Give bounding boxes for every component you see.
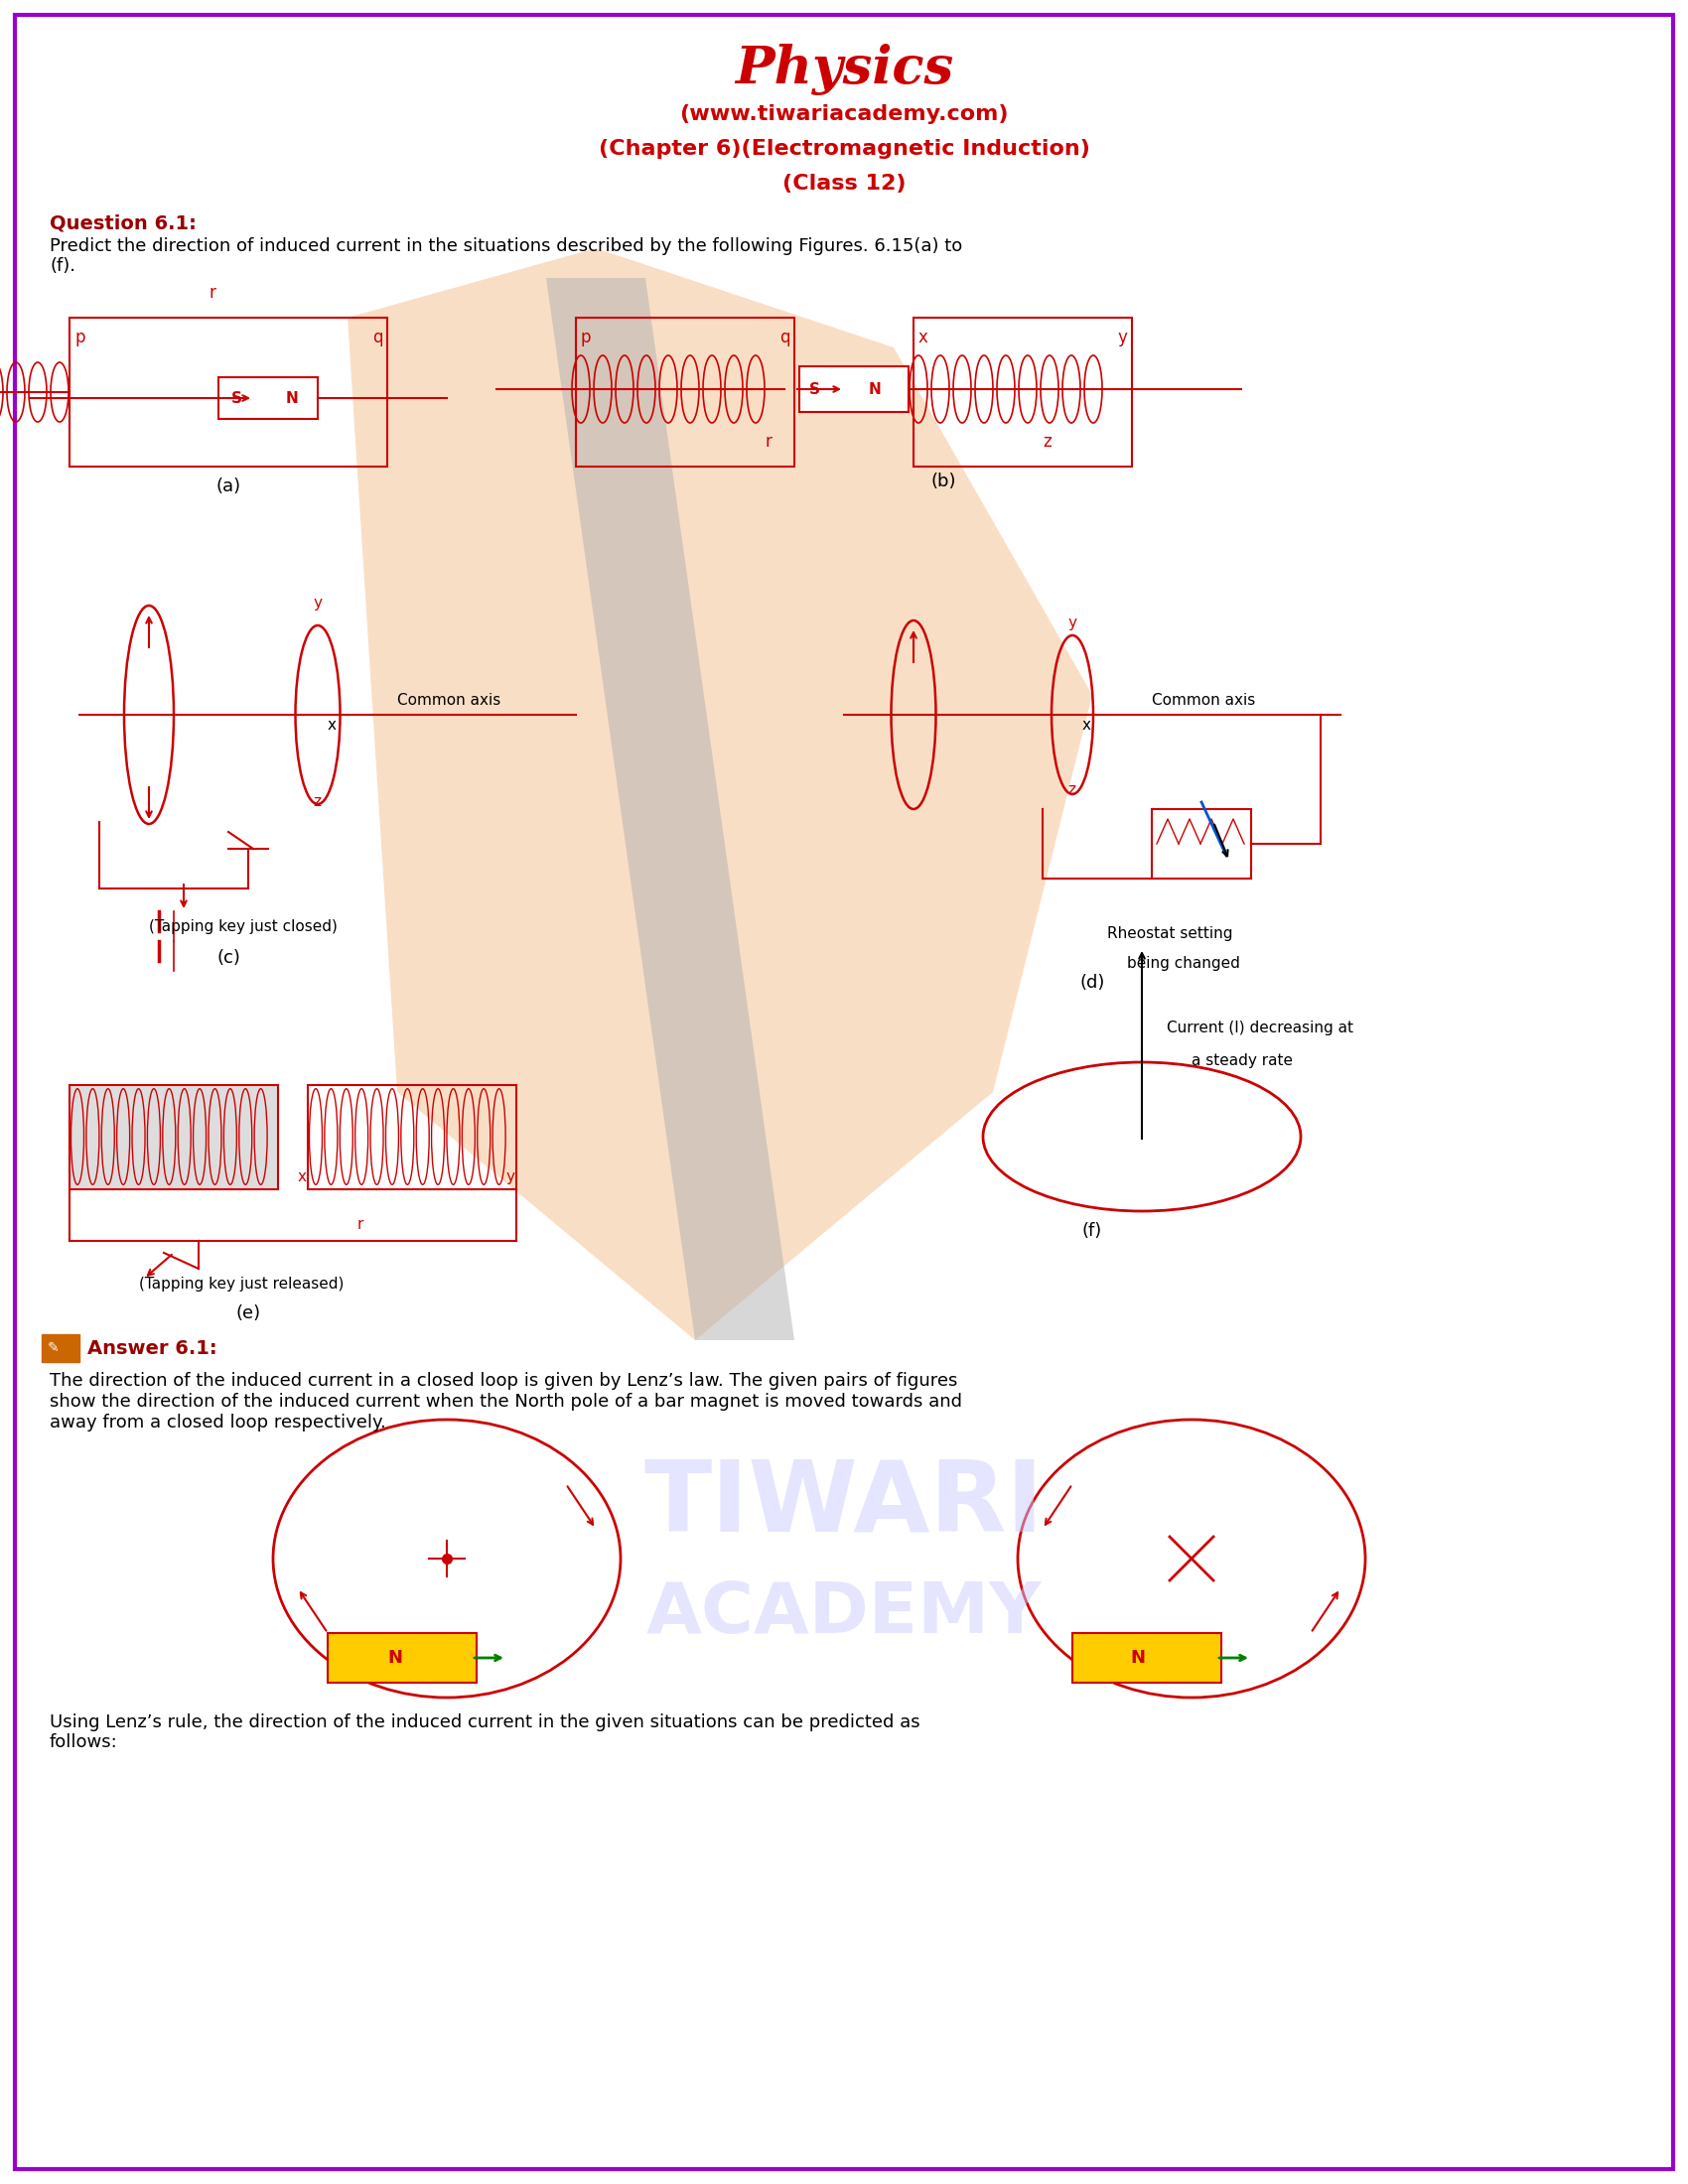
Text: Rheostat setting: Rheostat setting xyxy=(1107,926,1232,941)
Text: (f): (f) xyxy=(1082,1223,1102,1241)
Text: r: r xyxy=(209,284,216,301)
Bar xyxy=(307,1085,517,1188)
Text: p: p xyxy=(581,328,591,347)
Bar xyxy=(576,317,795,467)
Text: Predict the direction of induced current in the situations described by the foll: Predict the direction of induced current… xyxy=(49,236,962,275)
FancyBboxPatch shape xyxy=(218,378,317,419)
Text: x: x xyxy=(327,719,336,732)
Bar xyxy=(1072,1634,1222,1682)
Bar xyxy=(327,1634,476,1682)
Text: q: q xyxy=(780,328,790,347)
Bar xyxy=(69,317,387,467)
Text: (d): (d) xyxy=(1080,974,1106,992)
Text: N: N xyxy=(869,382,881,397)
Text: z: z xyxy=(312,795,321,808)
Text: being changed: being changed xyxy=(1128,957,1241,972)
Text: (Tapping key just closed): (Tapping key just closed) xyxy=(149,919,338,935)
Text: N: N xyxy=(1129,1649,1144,1666)
Text: N: N xyxy=(285,391,299,406)
Polygon shape xyxy=(547,277,795,1341)
Text: y: y xyxy=(506,1168,515,1184)
Text: q: q xyxy=(373,328,383,347)
Text: TIWARI: TIWARI xyxy=(645,1457,1043,1553)
Text: x: x xyxy=(1082,719,1090,732)
Text: y: y xyxy=(1067,616,1077,631)
Text: N: N xyxy=(387,1649,402,1666)
Text: Current (I) decreasing at: Current (I) decreasing at xyxy=(1166,1020,1354,1035)
Text: x: x xyxy=(918,328,928,347)
Text: r: r xyxy=(765,432,771,450)
Text: (Tapping key just released): (Tapping key just released) xyxy=(138,1278,344,1291)
Text: ACADEMY: ACADEMY xyxy=(647,1579,1041,1647)
Bar xyxy=(69,1085,279,1188)
Text: S: S xyxy=(809,382,820,397)
Bar xyxy=(1151,808,1251,878)
Text: z: z xyxy=(1067,782,1075,797)
Text: ✎: ✎ xyxy=(47,1341,59,1354)
Text: Answer 6.1:: Answer 6.1: xyxy=(88,1339,218,1358)
Text: z: z xyxy=(1043,432,1052,450)
Text: (www.tiwariacademy.com): (www.tiwariacademy.com) xyxy=(679,105,1008,124)
Text: (e): (e) xyxy=(236,1304,260,1321)
Text: Common axis: Common axis xyxy=(397,692,501,708)
Text: (Chapter 6)(Electromagnetic Induction): (Chapter 6)(Electromagnetic Induction) xyxy=(598,140,1090,159)
Text: Question 6.1:: Question 6.1: xyxy=(49,214,196,234)
Text: The direction of the induced current in a closed loop is given by Lenz’s law. Th: The direction of the induced current in … xyxy=(49,1372,962,1431)
Text: Using Lenz’s rule, the direction of the induced current in the given situations : Using Lenz’s rule, the direction of the … xyxy=(49,1712,920,1752)
Text: Common axis: Common axis xyxy=(1151,692,1256,708)
Text: S: S xyxy=(231,391,243,406)
Text: y: y xyxy=(1117,328,1128,347)
Text: (b): (b) xyxy=(930,472,955,491)
Text: Physics: Physics xyxy=(734,44,954,96)
FancyBboxPatch shape xyxy=(800,367,908,413)
Bar xyxy=(42,1334,79,1363)
Text: (a): (a) xyxy=(216,478,241,496)
Text: a steady rate: a steady rate xyxy=(1192,1053,1293,1068)
Bar xyxy=(913,317,1133,467)
Polygon shape xyxy=(348,249,1092,1341)
Text: y: y xyxy=(312,596,322,612)
Text: (Class 12): (Class 12) xyxy=(782,175,906,194)
Text: p: p xyxy=(74,328,84,347)
Text: (c): (c) xyxy=(216,950,240,968)
Text: r: r xyxy=(358,1216,365,1232)
Text: x: x xyxy=(297,1168,307,1184)
